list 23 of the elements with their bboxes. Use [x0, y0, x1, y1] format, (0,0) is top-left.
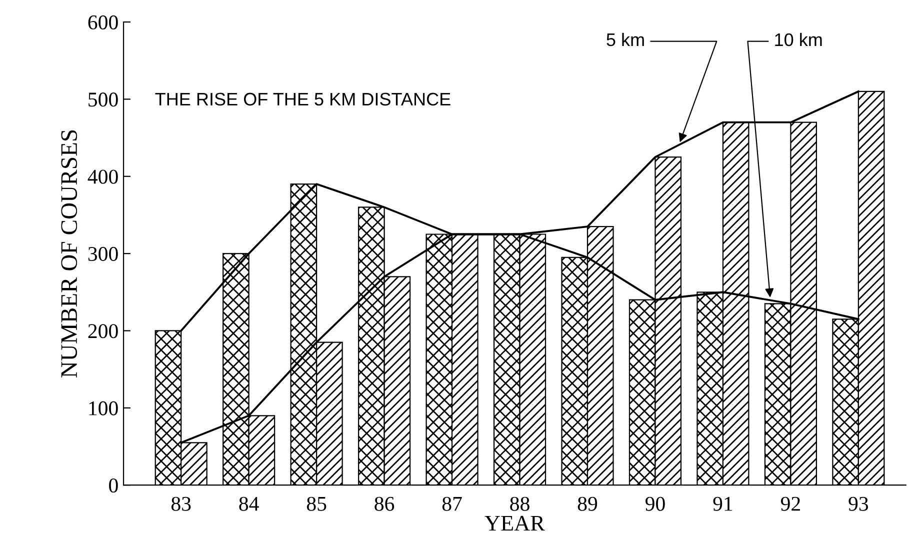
x-tick-label: 92: [780, 496, 800, 511]
x-tick-label: 87: [442, 496, 462, 511]
x-tick-label: 85: [306, 496, 326, 511]
text: 10 km: [775, 32, 822, 46]
y-tick-label: 400: [88, 170, 118, 184]
x-tick-label: 83: [171, 496, 191, 511]
x-axis-title: YEAR: [484, 516, 545, 531]
x-tick-label: 90: [645, 496, 665, 511]
y-axis-title: NUMBER OF COURSES: [61, 130, 78, 378]
x-tick-label: 86: [374, 496, 394, 511]
y-tick-label: 200: [88, 324, 118, 338]
y-tick-label: 500: [88, 92, 118, 107]
y-tick-label: 300: [88, 246, 118, 261]
text: THE RISE OF THE 5 KM DISTANCE: [155, 92, 450, 106]
y-tick-label: 600: [88, 15, 118, 30]
x-tick-label: 89: [578, 496, 598, 511]
x-tick-label: 88: [510, 496, 530, 511]
y-tick-label: 0: [109, 478, 118, 493]
x-tick-label: 91: [713, 496, 732, 511]
text: 5 km: [606, 32, 644, 46]
x-tick-label: 93: [848, 496, 868, 511]
y-tick-label: 100: [89, 401, 118, 416]
x-tick-label: 84: [239, 496, 259, 511]
